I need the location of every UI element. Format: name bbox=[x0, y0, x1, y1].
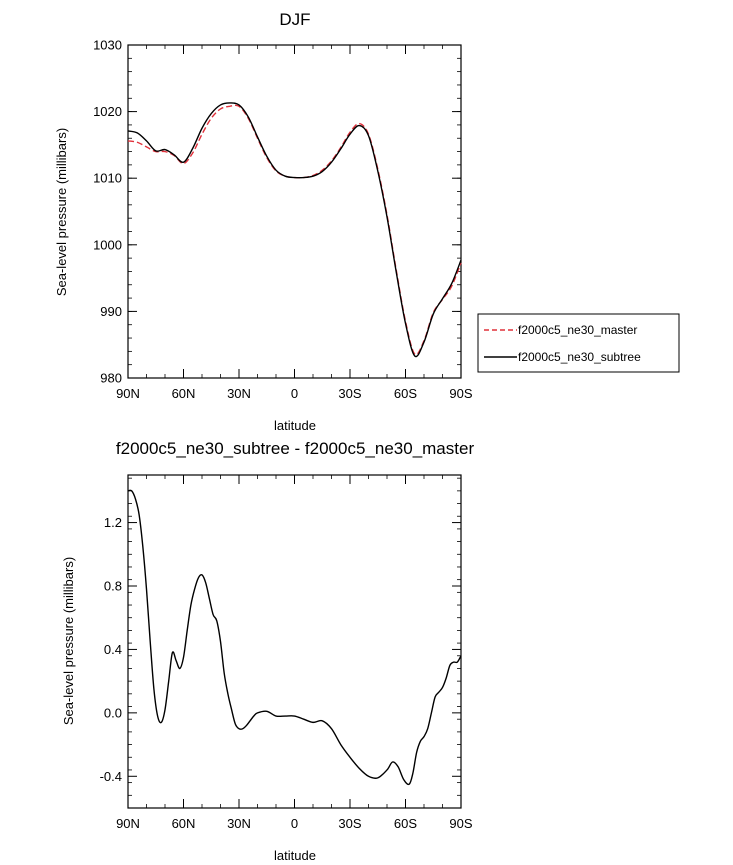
top-xtick-label: 90N bbox=[116, 386, 140, 401]
bottom-ytick-label: -0.4 bbox=[100, 769, 122, 784]
top-chart-plot-area: 90N 60N 30N 0 30S 60S 90S 980 990 1000 1010 1020 103… bbox=[93, 38, 473, 402]
bottom-ytick-label: 0.0 bbox=[104, 705, 122, 720]
top-chart-ylabel: Sea-level pressure (millibars) bbox=[54, 128, 69, 296]
bottom-ytick-label: 0.4 bbox=[104, 642, 122, 657]
bottom-chart-xlabel: latitude bbox=[274, 848, 316, 863]
top-xtick-label: 0 bbox=[291, 386, 298, 401]
top-ytick-label: 1030 bbox=[93, 38, 122, 53]
top-ytick-label: 1000 bbox=[93, 237, 122, 252]
top-ytick-label: 990 bbox=[100, 304, 122, 319]
top-chart-title: DJF bbox=[279, 10, 310, 29]
bottom-xtick-label: 90S bbox=[449, 816, 472, 831]
bottom-xtick-label: 30S bbox=[338, 816, 361, 831]
top-frame bbox=[127, 44, 462, 379]
top-ytick-label: 1020 bbox=[93, 104, 122, 119]
bottom-chart: f2000c5_ne30_subtree - f2000c5_ne30_mast… bbox=[61, 439, 474, 863]
top-xtick-label: 60S bbox=[394, 386, 417, 401]
bottom-xtick-label: 90N bbox=[116, 816, 140, 831]
top-xtick-label: 30N bbox=[227, 386, 251, 401]
top-ytick-label: 1010 bbox=[93, 171, 122, 186]
bottom-ytick-label: 1.2 bbox=[104, 515, 122, 530]
bottom-xtick-label: 60N bbox=[172, 816, 196, 831]
legend-frame bbox=[477, 313, 680, 373]
top-chart: DJF 90N 60N 30N 0 30S 60S 90S 980 990 1000 1010 102… bbox=[54, 10, 473, 433]
bottom-series-line-0 bbox=[127, 489, 462, 786]
bottom-chart-title: f2000c5_ne30_subtree - f2000c5_ne30_mast… bbox=[116, 439, 475, 458]
bottom-xtick-label: 30N bbox=[227, 816, 251, 831]
top-series-line-0 bbox=[127, 104, 462, 356]
top-xtick-label: 90S bbox=[449, 386, 472, 401]
top-ytick-label: 980 bbox=[100, 371, 122, 386]
top-chart-legend: f2000c5_ne30_master f2000c5_ne30_subtree bbox=[477, 313, 680, 373]
legend-label-subtree: f2000c5_ne30_subtree bbox=[518, 350, 641, 364]
top-series-line-1 bbox=[127, 102, 462, 358]
top-xtick-label: 30S bbox=[338, 386, 361, 401]
legend-label-master: f2000c5_ne30_master bbox=[518, 323, 637, 337]
top-chart-xlabel: latitude bbox=[274, 418, 316, 433]
top-xtick-label: 60N bbox=[172, 386, 196, 401]
bottom-frame bbox=[127, 474, 462, 809]
bottom-ytick-label: 0.8 bbox=[104, 579, 122, 594]
bottom-chart-plot-area: 90N 60N 30N 0 30S 60S 90S -0.4 0.0 0.4 0.8 1.2 bbox=[100, 474, 473, 831]
bottom-chart-ylabel: Sea-level pressure (millibars) bbox=[61, 557, 76, 725]
bottom-xtick-label: 0 bbox=[291, 816, 298, 831]
bottom-xtick-label: 60S bbox=[394, 816, 417, 831]
